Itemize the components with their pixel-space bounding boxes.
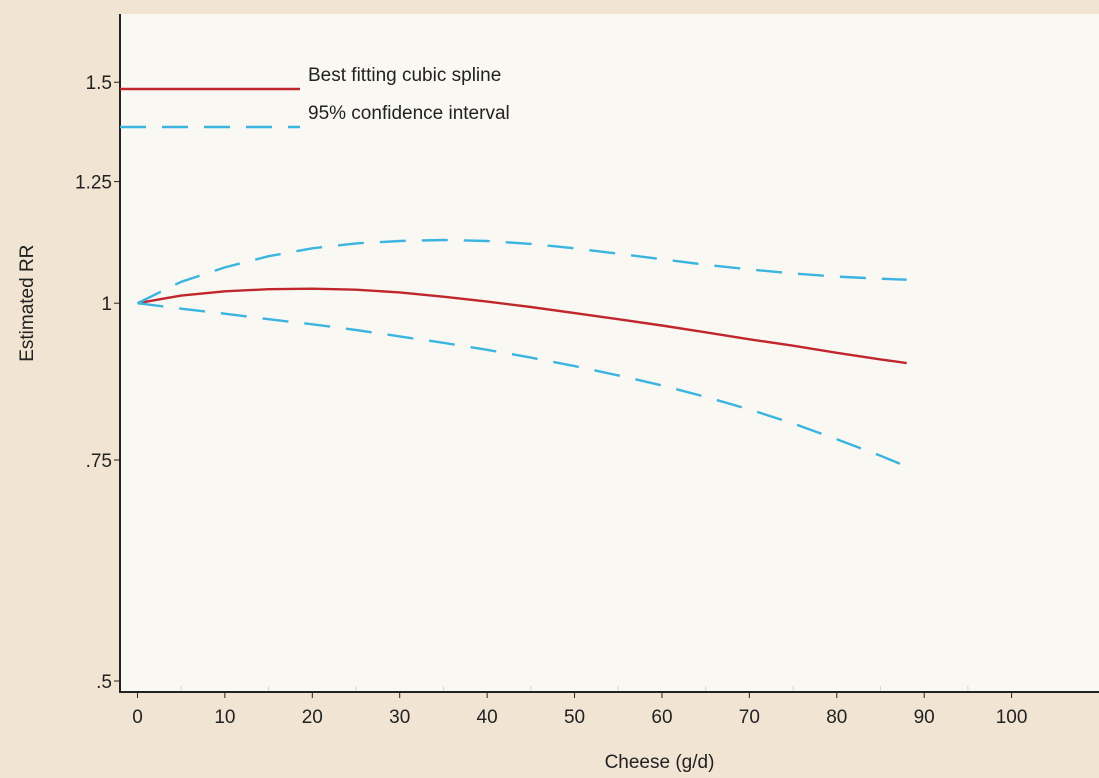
plot-area-background	[120, 14, 1099, 692]
confidence-interval-line	[137, 302, 908, 468]
x-tick-label: 80	[826, 707, 847, 728]
x-axis-title: Cheese (g/d)	[605, 752, 715, 773]
legend: Best fitting cubic spline 95% confidence …	[120, 65, 510, 129]
legend-label: Best fitting cubic spline	[308, 65, 501, 86]
x-tick-label: 20	[302, 707, 323, 728]
x-tick-label: 70	[739, 707, 760, 728]
y-tick-label: .75	[86, 451, 112, 472]
y-tick-label: 1.5	[86, 73, 112, 94]
x-tick-label: 10	[214, 707, 235, 728]
y-tick-label: .5	[96, 672, 112, 693]
x-tick-label: 40	[477, 707, 498, 728]
legend-label: 95% confidence interval	[308, 103, 510, 124]
y-tick-label: 1.25	[75, 173, 112, 194]
y-tick-label: 1	[101, 294, 112, 315]
cubic-spline-line	[137, 287, 907, 365]
y-axis-ticks: .5 .75 1 1.25 1.5	[75, 73, 120, 693]
confidence-interval-line	[136, 238, 907, 305]
x-axis-ticks: 0 10 20 30 40 50 60 70 80 90 100	[132, 692, 1027, 728]
x-tick-label: 50	[564, 707, 585, 728]
y-axis-title: Estimated RR	[17, 245, 38, 362]
x-tick-label: 30	[389, 707, 410, 728]
series-layer	[136, 238, 908, 468]
x-tick-label: 0	[132, 707, 143, 728]
x-tick-label: 100	[996, 707, 1028, 728]
x-tick-label: 60	[651, 707, 672, 728]
x-tick-label: 90	[914, 707, 935, 728]
